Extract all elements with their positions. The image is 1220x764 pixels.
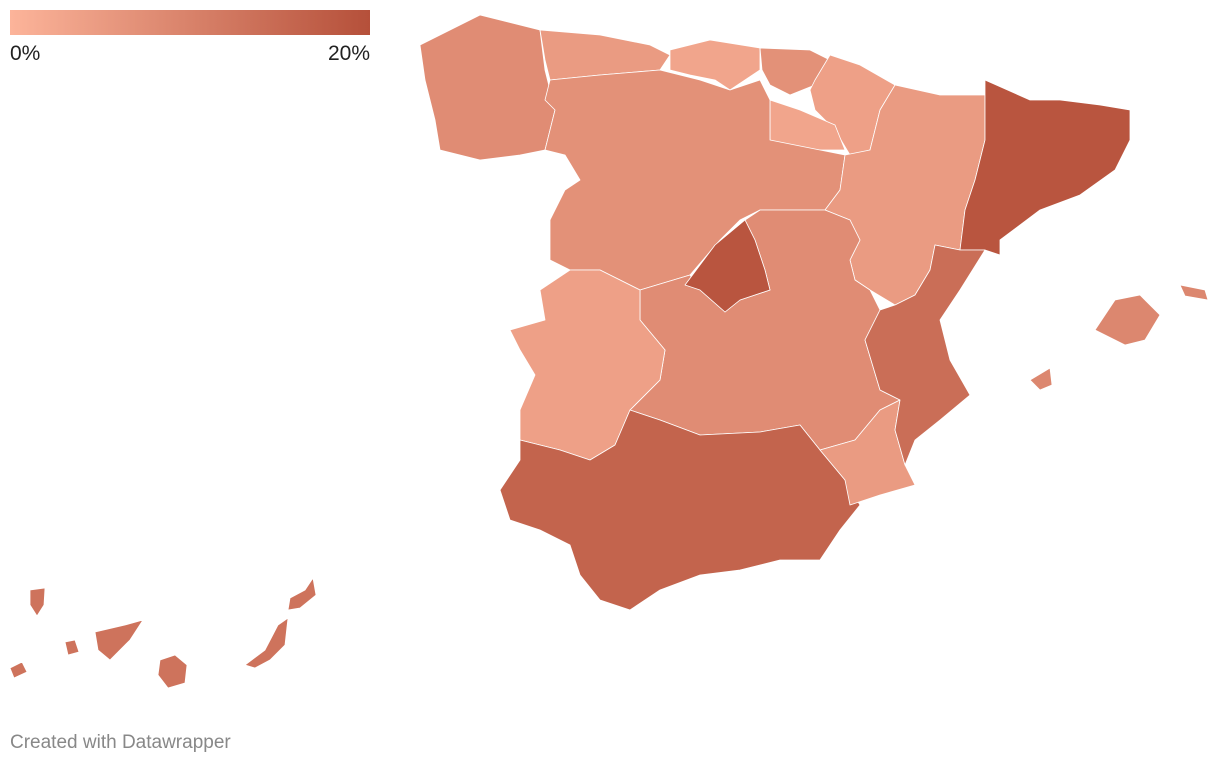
region: [759, 47, 831, 96]
region: [684, 219, 771, 313]
region: [959, 79, 1131, 256]
legend-label: 20%: [328, 42, 370, 65]
region: [419, 14, 556, 161]
region: [544, 69, 846, 291]
legend-label: 0%: [10, 42, 40, 65]
region: [499, 409, 861, 611]
legend-bar: [10, 10, 370, 35]
regions: [9, 14, 1209, 689]
footer: Created with Datawrapper: [10, 732, 231, 753]
region: [1029, 284, 1209, 391]
region: [864, 244, 986, 466]
region: [9, 577, 317, 689]
